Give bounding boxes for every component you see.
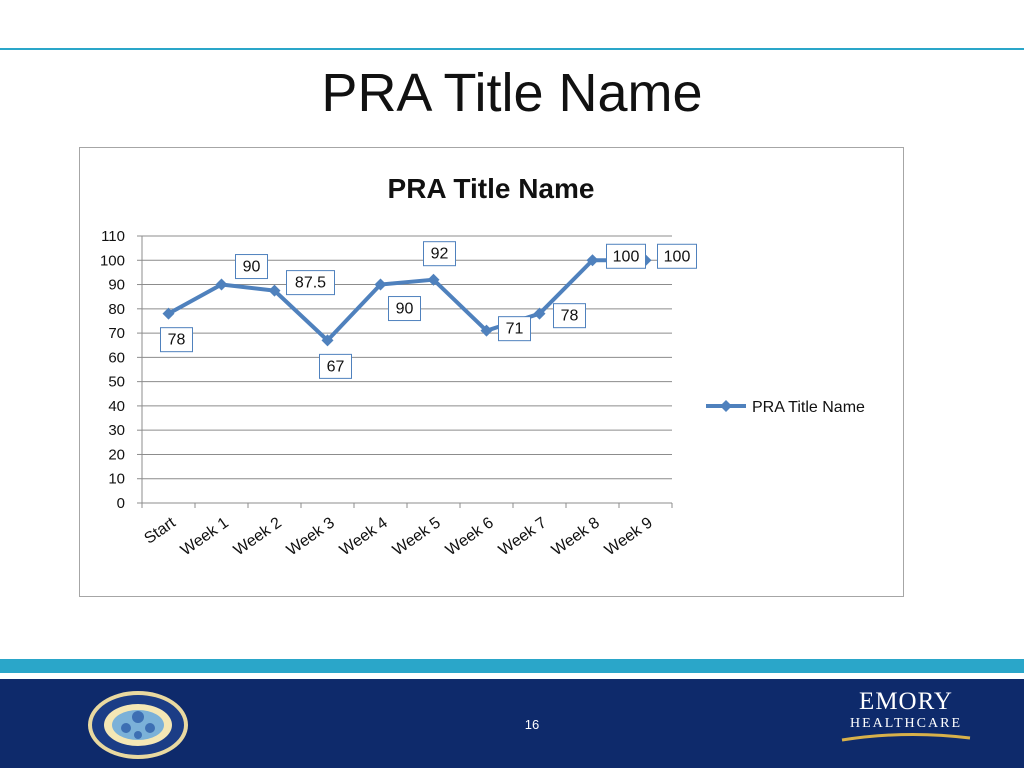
data-label-box <box>606 243 646 269</box>
data-label: 71 <box>506 321 524 338</box>
data-label-box <box>498 316 531 342</box>
line-chart: PRA Title Name 0 10 20 30 40 50 60 70 80 90 100 110 S… <box>100 173 865 559</box>
top-accent-rule <box>0 48 1024 50</box>
data-point-marker <box>586 254 599 267</box>
x-tick-label: Week 9 <box>602 514 656 559</box>
data-label: 87.5 <box>295 275 326 292</box>
brand-name: EMORY <box>859 688 953 715</box>
data-label: 100 <box>613 248 640 265</box>
data-label: 90 <box>396 301 414 318</box>
y-tick-label: 30 <box>108 422 125 439</box>
y-tick-label: 20 <box>108 446 125 463</box>
data-label-box <box>160 327 193 353</box>
data-label-box <box>319 353 352 379</box>
data-label: 92 <box>431 246 449 263</box>
data-label-box <box>388 296 421 322</box>
x-tick-label: Start <box>141 514 179 548</box>
x-tick-label: Week 7 <box>496 514 550 559</box>
brand-subtitle: HEALTHCARE <box>849 716 963 731</box>
data-label-box <box>553 303 586 329</box>
data-point-marker <box>533 307 546 320</box>
chart-frame: PRA Title Name 0 10 20 30 40 50 60 70 80 90 100 110 S… <box>79 147 904 597</box>
y-tick-label: 110 <box>101 228 125 245</box>
y-tick-label: 50 <box>108 374 125 391</box>
page-number: 16 <box>524 717 540 732</box>
data-point-marker <box>480 324 493 337</box>
series-line <box>167 258 646 343</box>
y-tick-label: 80 <box>108 301 125 318</box>
data-label-box <box>286 270 335 296</box>
y-tick-label: 100 <box>100 252 125 269</box>
data-label: 90 <box>243 259 261 276</box>
x-tick-label: Week 4 <box>337 514 391 559</box>
brand-swoosh-icon <box>841 732 971 742</box>
x-tick-label: Week 1 <box>178 514 232 559</box>
data-label-box <box>235 254 268 280</box>
x-tick-label: Week 8 <box>549 514 603 559</box>
x-tick-label: Week 5 <box>390 514 444 559</box>
circular-seal-icon <box>88 691 188 759</box>
x-tick-label: Week 6 <box>443 514 497 559</box>
legend-marker-swatch <box>720 400 732 412</box>
data-label: 100 <box>664 248 691 265</box>
data-point-marker <box>374 278 387 291</box>
footer-divider <box>0 673 1024 679</box>
y-tick-label: 60 <box>108 349 125 366</box>
footer-accent-band <box>0 659 1024 673</box>
emory-healthcare-logo: EMORY HEALTHCARE <box>836 688 976 758</box>
y-tick-label: 70 <box>108 325 125 342</box>
data-label: 78 <box>168 332 186 349</box>
data-label-box <box>657 243 697 269</box>
x-tick-label: Week 3 <box>284 514 338 559</box>
y-tick-label: 0 <box>117 495 125 512</box>
data-label-box <box>423 241 456 267</box>
y-tick-label: 40 <box>108 398 125 415</box>
data-point-marker <box>215 278 228 291</box>
data-label: 78 <box>561 308 579 325</box>
data-label: 67 <box>327 358 345 375</box>
y-tick-label: 10 <box>108 471 125 488</box>
slide-title: PRA Title Name <box>321 63 703 123</box>
legend-label: PRA Title Name <box>752 399 865 416</box>
y-tick-label: 90 <box>108 277 125 294</box>
data-point-marker <box>321 334 334 347</box>
data-point-marker <box>268 284 281 297</box>
chart-title: PRA Title Name <box>388 173 595 204</box>
data-point-marker <box>162 307 175 320</box>
data-point-marker <box>427 273 440 286</box>
x-tick-label: Week 2 <box>231 514 285 559</box>
